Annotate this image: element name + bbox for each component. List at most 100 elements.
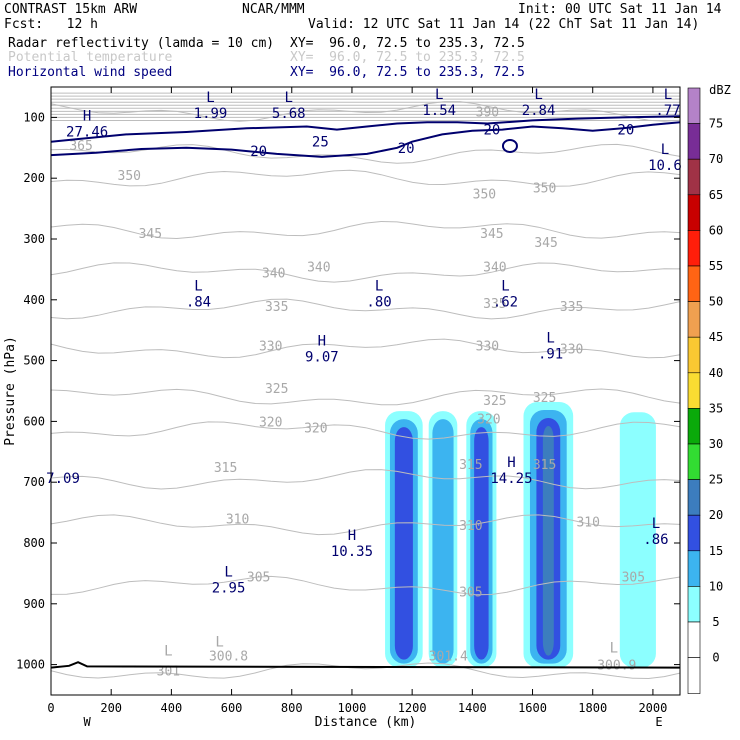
x-tick-label: 1200 (398, 701, 427, 715)
theta-contour-line (51, 101, 680, 122)
extremum-value: .86 (643, 532, 668, 548)
theta-contour-line (51, 662, 680, 680)
theta-label: 345 (139, 227, 162, 242)
extremum-value: 1.54 (422, 103, 456, 119)
extremum-value: .77 (655, 103, 680, 119)
extremum-type: L (652, 516, 660, 532)
field-wind-xy: XY= 96.0, 72.5 to 235.3, 72.5 (290, 65, 525, 80)
theta-contour-line (51, 262, 680, 283)
colorbar-tick-label: 35 (709, 401, 723, 415)
extremum-type: H (318, 333, 326, 349)
x-tick-label: 1600 (518, 701, 547, 715)
west-label: W (83, 715, 91, 729)
theta-label: 301.4 (429, 649, 468, 664)
wind-contours: 20 25 20 20 20 (51, 115, 680, 160)
x-tick-label: 400 (161, 701, 183, 715)
extremum-type: L (375, 279, 383, 295)
colorbar-tick-label: 70 (709, 152, 723, 166)
extremum-value: 1.99 (194, 106, 228, 122)
x-tick-label: 1400 (458, 701, 487, 715)
y-tick-label: 200 (23, 171, 45, 185)
extremum-value: 27.46 (66, 124, 108, 140)
colorbar-tick-label: 45 (709, 330, 723, 344)
theta-label: 335 (560, 300, 583, 315)
y-tick-label: 900 (23, 597, 45, 611)
forecast-hour: Fcst: 12 h (4, 17, 98, 32)
theta-label: 315 (459, 458, 482, 473)
x-tick-label: 1800 (578, 701, 607, 715)
theta-contour-line (51, 169, 680, 187)
colorbar-swatch (687, 301, 701, 338)
colorbar-tick-label: 0 (712, 651, 719, 665)
colorbar-swatch (687, 657, 701, 694)
extremum-type: H (83, 108, 91, 124)
x-tick-label: 800 (281, 701, 303, 715)
colorbar-tick-label: 55 (709, 259, 723, 273)
extremum-type: L (661, 142, 669, 158)
extremum-type: L (610, 640, 618, 656)
colorbar-swatch (687, 479, 701, 516)
wind-contour-line (51, 115, 680, 143)
colorbar-swatch (687, 230, 701, 267)
extremum-type: L (194, 279, 202, 295)
extremum-type: L (501, 279, 509, 295)
reflectivity-column (619, 412, 656, 668)
wind-contour-line (51, 121, 680, 158)
x-axis-label: Distance (km) (315, 715, 417, 730)
y-tick-label: 1000 (16, 658, 45, 672)
colorbar-swatch (687, 408, 701, 445)
theta-label: 330 (560, 342, 583, 357)
extremum-type: L (164, 644, 172, 660)
theta-contour-line (51, 388, 680, 406)
theta-contour-line (51, 575, 680, 596)
theta-contour-line (51, 469, 680, 490)
axes: 0 200 400 600 800 1000 1200 1400 1600 1800 2000 100… (3, 86, 681, 730)
theta-contour-line (51, 298, 680, 320)
extremum-value: .91 (538, 346, 563, 362)
theta-label: 301 (157, 665, 180, 680)
plot-frame (50, 86, 681, 696)
colorbar-tick-label: 10 (709, 579, 723, 593)
extremum-type: L (285, 90, 293, 106)
theta-label: 320 (477, 412, 500, 427)
theta-label: 325 (265, 382, 288, 397)
x-tick-label: 200 (100, 701, 122, 715)
y-tick-label: 800 (23, 536, 45, 550)
colorbar-unit: dBZ (709, 83, 731, 97)
theta-contour-line (51, 220, 680, 240)
wind-label: 25 (312, 135, 329, 151)
reflectivity-column (474, 427, 489, 660)
colorbar-swatch (687, 621, 701, 658)
colorbar-tick-label: 25 (709, 473, 723, 487)
colorbar-swatch (687, 336, 701, 374)
extremum-type: H (507, 455, 515, 471)
theta-label: 335 (483, 297, 506, 312)
colorbar-tick-label: 50 (709, 295, 723, 309)
colorbar-swatch (687, 443, 701, 480)
extremum-type: L (435, 87, 443, 103)
y-tick-label: 500 (23, 354, 45, 368)
extremum-value: 10.6 (648, 158, 682, 174)
theta-label: 310 (459, 519, 482, 534)
colorbar-swatch (687, 194, 701, 231)
extremum-type: L (546, 330, 554, 346)
theta-label: 345 (534, 236, 557, 251)
extremum-type: L (224, 564, 232, 580)
y-axis-label: Pressure (hPa) (3, 336, 18, 446)
theta-label: 335 (265, 300, 288, 315)
extremum-type: L (215, 634, 223, 650)
colorbar-tick-label: 65 (709, 188, 723, 202)
theta-label: 310 (226, 513, 249, 528)
y-tick-label: 700 (23, 475, 45, 489)
colorbar-tick-label: 30 (709, 437, 723, 451)
y-tick-label: 300 (23, 232, 45, 246)
field-reflectivity: Radar reflectivity (lamda = 10 cm) (8, 36, 275, 51)
extremum-value: 2.84 (522, 103, 556, 119)
colorbar-tick-label: 20 (709, 508, 723, 522)
theta-label: 340 (483, 260, 506, 275)
extremum-value: .84 (186, 295, 211, 311)
colorbar-tick-label: 40 (709, 366, 723, 380)
theta-label: 350 (118, 169, 141, 184)
field-wind: Horizontal wind speed (8, 65, 173, 80)
